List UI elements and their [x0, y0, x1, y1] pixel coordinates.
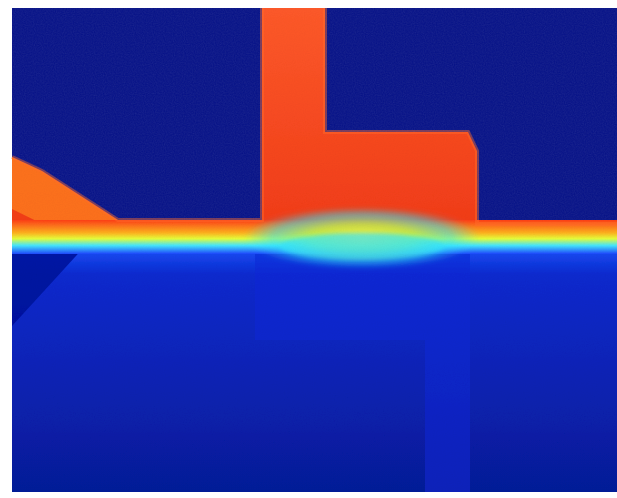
- center-cyan-band: [280, 233, 444, 259]
